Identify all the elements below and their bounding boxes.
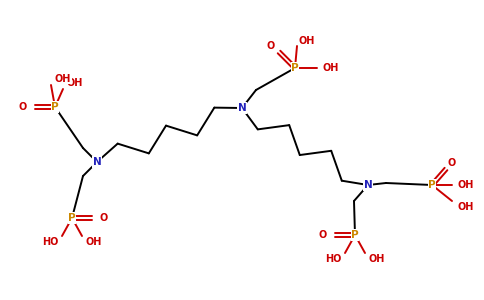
Text: OH: OH [299,36,315,46]
Text: O: O [100,213,108,223]
Text: OH: OH [86,237,102,247]
Text: OH: OH [55,74,71,84]
Text: OH: OH [323,63,339,73]
Text: HO: HO [325,254,341,264]
Text: OH: OH [369,254,385,264]
Text: N: N [363,180,372,190]
Text: P: P [428,180,436,190]
Text: O: O [267,41,275,51]
Text: P: P [351,230,359,240]
Text: HO: HO [42,237,58,247]
Text: P: P [68,213,76,223]
Text: OH: OH [67,78,83,88]
Text: O: O [448,158,456,168]
Text: P: P [291,63,299,73]
Text: OH: OH [458,202,474,212]
Text: OH: OH [458,180,474,190]
Text: O: O [19,102,27,112]
Text: P: P [51,102,59,112]
Text: O: O [319,230,327,240]
Text: N: N [238,103,246,113]
Text: N: N [92,157,101,167]
